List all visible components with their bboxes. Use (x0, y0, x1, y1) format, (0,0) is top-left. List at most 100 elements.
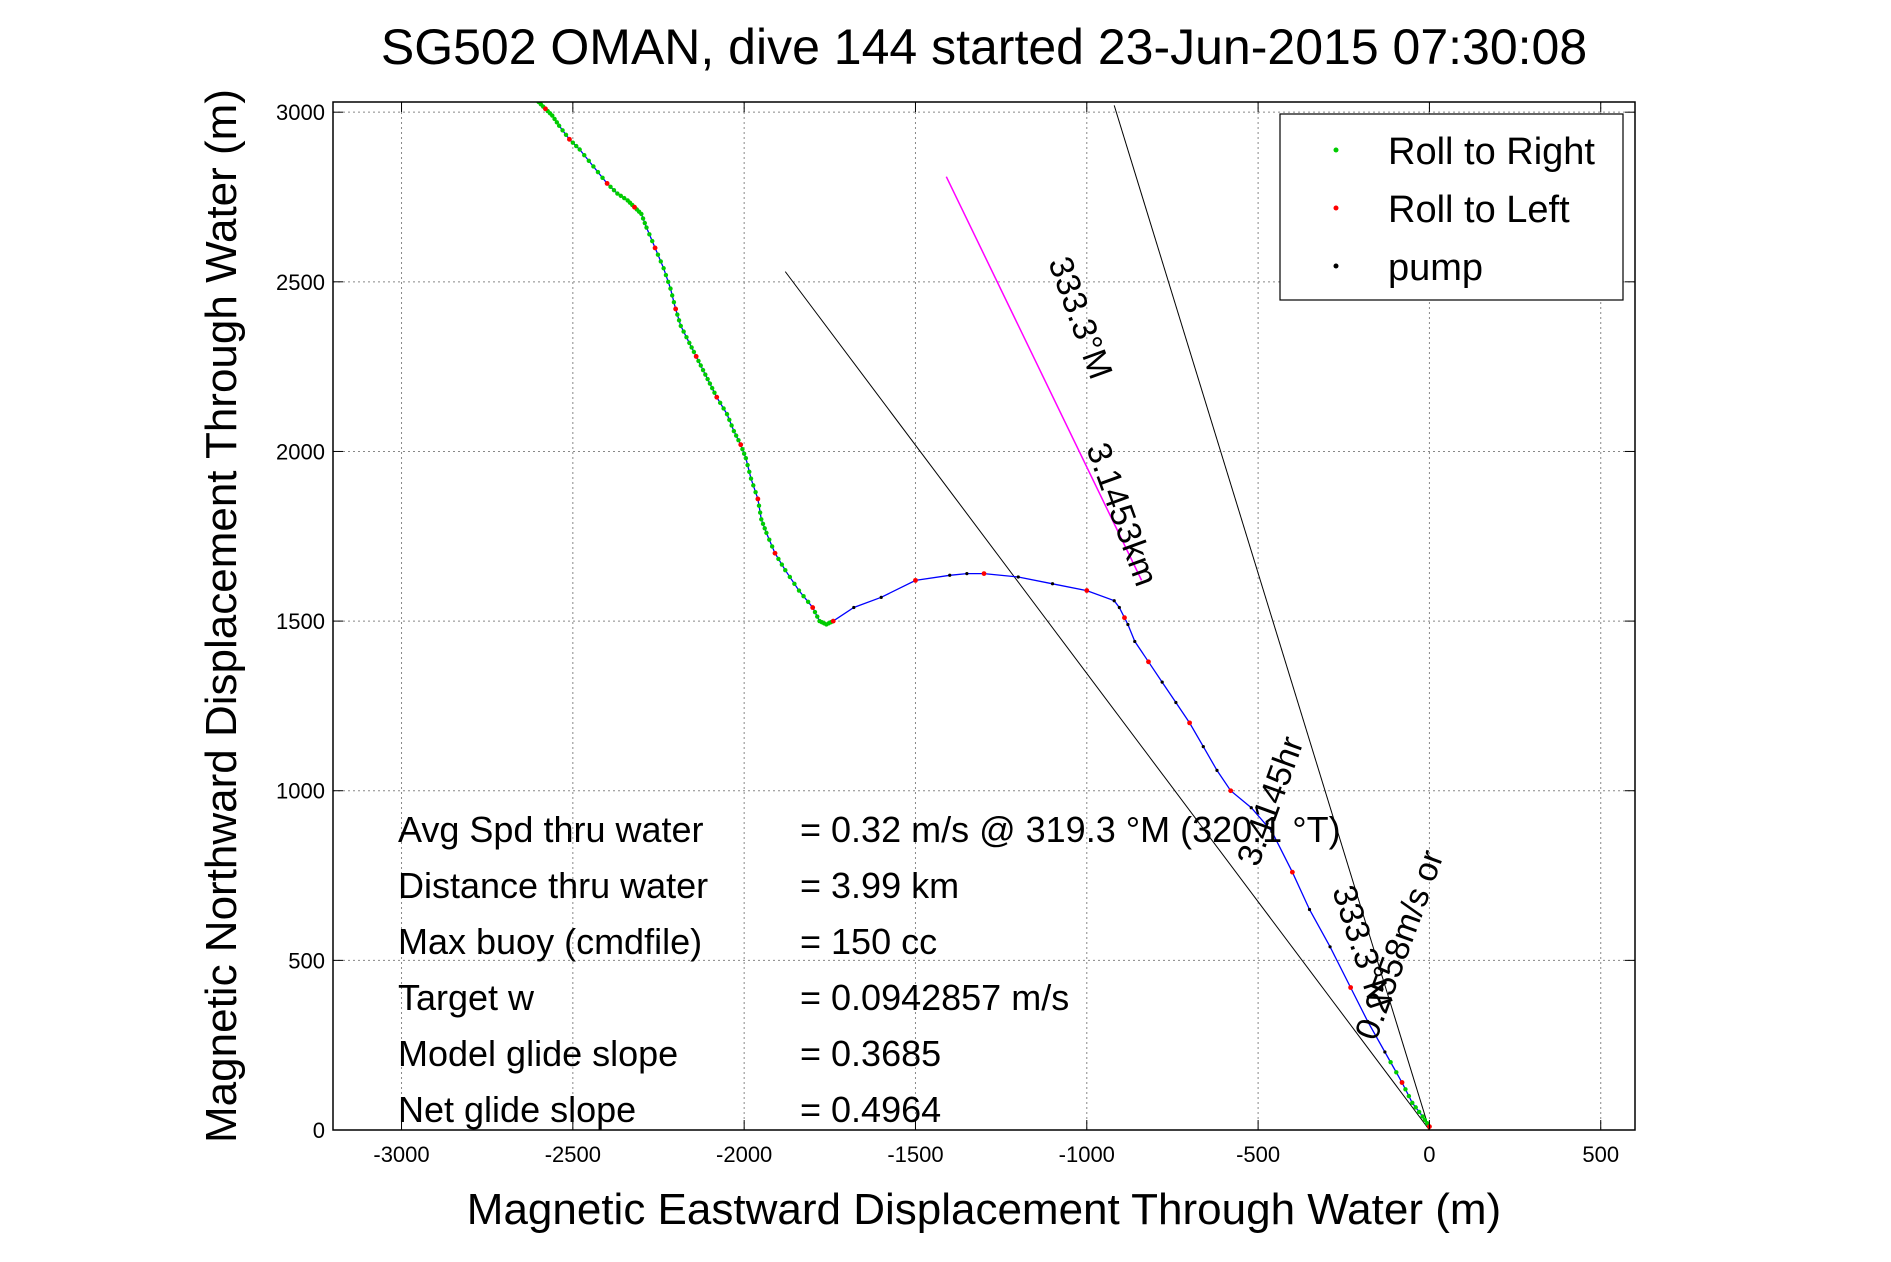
x-tick-label: -1000 (1059, 1142, 1115, 1167)
x-ticks: -3000 -2500 -2000 -1500 -1000 -500 0 500 (373, 102, 1619, 1167)
roll-right-marker (530, 93, 534, 97)
roll-right-marker (625, 198, 630, 203)
roll-right-marker (783, 567, 788, 573)
roll-right-marker (666, 279, 671, 285)
stat-value: = 0.3685 (800, 1033, 941, 1074)
stat-value: = 0.0942857 m/s (800, 977, 1069, 1018)
legend-label-pump: pump (1388, 247, 1483, 289)
dive-stats: Avg Spd thru water = 0.32 m/s @ 319.3 °M… (398, 809, 1341, 1130)
roll-right-marker (552, 116, 557, 122)
roll-right-marker (675, 312, 680, 317)
roll-right-marker (815, 614, 820, 619)
pump-marker (948, 573, 952, 577)
roll-right-marker (740, 446, 745, 452)
pump-marker (1016, 575, 1020, 579)
x-tick-label: 0 (1423, 1142, 1435, 1167)
legend: Roll to Right Roll to Left pump (1279, 113, 1624, 301)
legend-marker-roll-right (1333, 147, 1339, 153)
y-tick-label: 500 (288, 948, 325, 973)
roll-right-marker (724, 411, 730, 417)
pump-marker (1328, 945, 1332, 949)
roll-right-marker (776, 556, 781, 562)
roll-right-marker (608, 184, 613, 190)
y-tick-label: 2500 (276, 270, 325, 295)
roll-right-marker (756, 503, 762, 508)
roll-right-marker (748, 476, 754, 481)
roll-right-marker (727, 417, 732, 422)
roll-right-marker (663, 272, 669, 278)
roll-right-marker (684, 335, 689, 340)
roll-right-marker (731, 428, 737, 434)
guide-lines (784, 105, 1430, 1131)
roll-left-marker (604, 181, 610, 186)
roll-right-marker (817, 618, 822, 624)
roll-right-marker (658, 259, 663, 264)
roll-left-marker (632, 204, 637, 210)
stat-label: Target w (398, 977, 535, 1018)
y-axis-label: Magnetic Northward Displacement Through … (197, 89, 246, 1143)
track-markers (523, 86, 1432, 1130)
heading-guide-line (1113, 105, 1430, 1131)
x-tick-label: -2000 (716, 1142, 772, 1167)
roll-left-marker (1228, 788, 1234, 794)
roll-left-marker (1084, 588, 1090, 593)
roll-left-marker (810, 605, 816, 610)
roll-left-marker (1146, 659, 1151, 665)
roll-right-marker (618, 193, 624, 199)
pump-marker (1383, 1050, 1387, 1054)
roll-left-marker (1348, 985, 1354, 990)
pump-marker (1133, 639, 1137, 644)
roll-left-marker (673, 306, 679, 312)
roll-right-marker (805, 599, 811, 605)
pump-marker (1270, 829, 1274, 834)
roll-right-marker (698, 363, 703, 368)
roll-right-marker (741, 451, 747, 456)
x-tick-label: 500 (1582, 1142, 1619, 1167)
roll-right-marker (691, 349, 697, 355)
roll-left-marker (714, 394, 720, 400)
roll-right-marker (556, 123, 562, 128)
roll-left-marker (1122, 615, 1127, 621)
roll-right-marker (759, 517, 764, 522)
roll-left-marker (1187, 720, 1192, 726)
roll-right-marker (1424, 1121, 1430, 1126)
roll-right-marker (764, 530, 769, 536)
legend-label-roll-left: Roll to Left (1388, 189, 1570, 231)
roll-right-marker (532, 95, 536, 99)
legend-marker-pump (1333, 263, 1339, 269)
roll-right-marker (753, 489, 758, 495)
pump-marker (1160, 680, 1164, 684)
roll-left-marker (567, 136, 572, 142)
roll-right-marker (622, 195, 627, 201)
roll-right-marker (647, 232, 652, 237)
pump-marker (1050, 582, 1055, 586)
x-tick-label: -3000 (373, 1142, 429, 1167)
roll-right-marker (687, 340, 692, 346)
roll-right-marker (1406, 1093, 1412, 1099)
roll-left-marker (738, 442, 744, 448)
roll-right-marker (696, 358, 701, 364)
roll-right-marker (640, 216, 646, 221)
roll-right-marker (707, 381, 713, 386)
axes-frame (332, 101, 1636, 1131)
roll-right-marker (1394, 1070, 1399, 1075)
x-tick-label: -1500 (887, 1142, 943, 1167)
roll-right-marker (700, 367, 706, 373)
y-tick-label: 0 (313, 1118, 325, 1143)
y-tick-label: 3000 (276, 100, 325, 125)
pump-marker (1249, 806, 1253, 810)
roll-right-marker (1410, 1100, 1415, 1106)
roll-left-marker (1289, 869, 1295, 875)
pump-marker (1201, 745, 1205, 749)
roll-right-marker (733, 433, 739, 438)
roll-right-marker (523, 86, 527, 90)
pump-marker (1174, 700, 1178, 705)
roll-right-marker (729, 423, 734, 428)
roll-right-marker (747, 469, 752, 475)
stat-label: Net glide slope (398, 1089, 636, 1130)
roll-right-marker (703, 372, 708, 377)
roll-right-marker (595, 169, 601, 175)
course-line (945, 176, 1143, 581)
roll-right-marker (769, 544, 775, 549)
